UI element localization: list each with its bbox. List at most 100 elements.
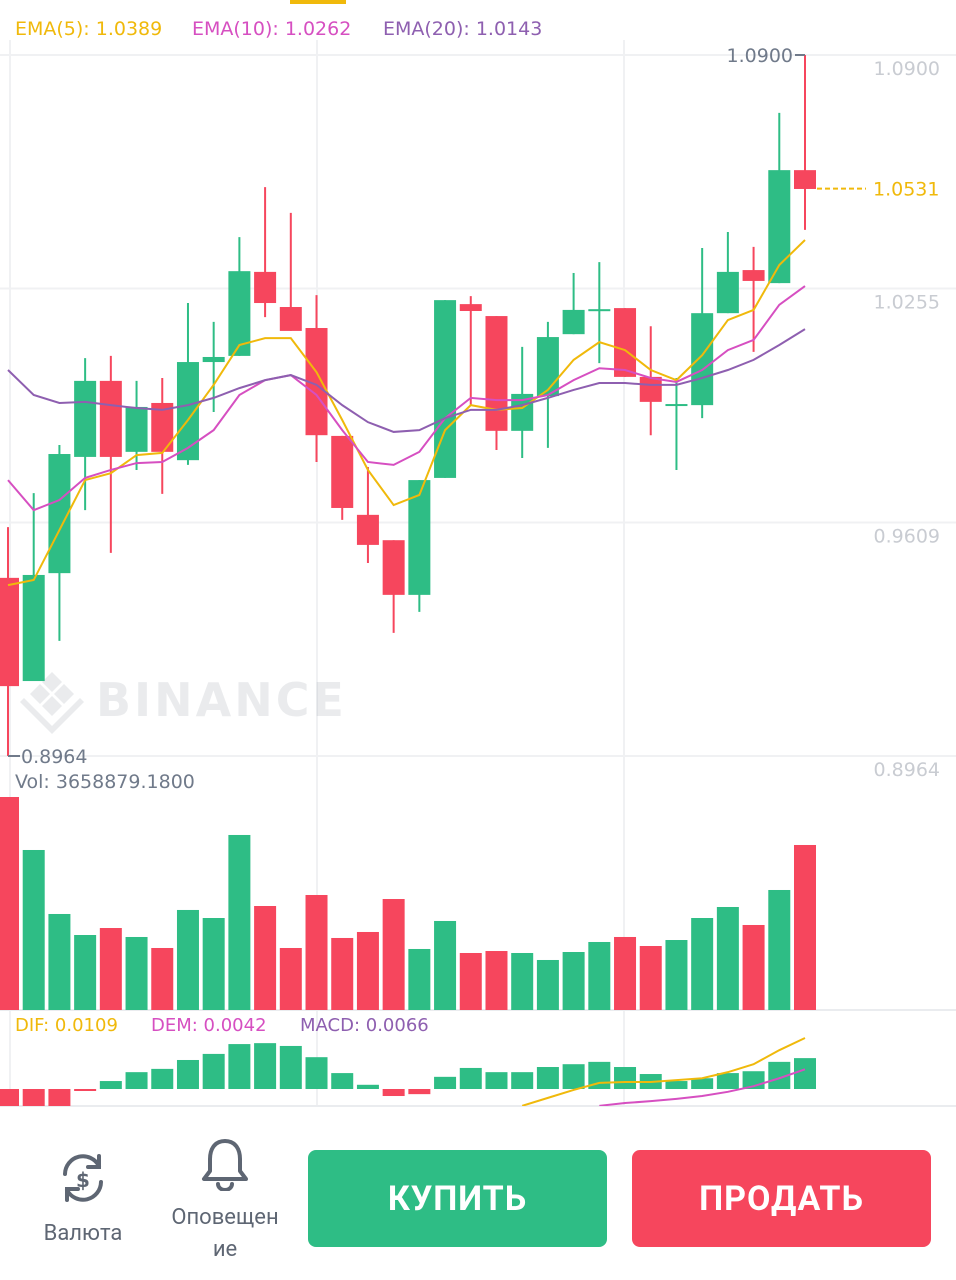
macd-bar bbox=[485, 1072, 508, 1089]
watermark-text: BINANCE bbox=[96, 673, 347, 727]
macd-bar bbox=[305, 1057, 328, 1089]
volume-bar bbox=[202, 917, 225, 1010]
bell-icon[interactable] bbox=[198, 1135, 252, 1191]
candle-body bbox=[691, 313, 714, 406]
y-tick-label: 1.0255 bbox=[874, 292, 940, 314]
candle-body bbox=[48, 454, 71, 574]
volume-bar bbox=[99, 928, 122, 1010]
low-label: 0.8964 bbox=[21, 746, 87, 768]
macd-bar bbox=[408, 1089, 431, 1095]
candle-body bbox=[614, 308, 637, 377]
candle-body bbox=[0, 577, 19, 687]
candle-body bbox=[305, 328, 328, 436]
sell-button[interactable]: ПРОДАТЬ bbox=[632, 1150, 931, 1247]
svg-text:$: $ bbox=[76, 1168, 90, 1192]
macd-line bbox=[521, 1037, 806, 1106]
macd-legend: MACD: 0.0066 bbox=[300, 1015, 429, 1036]
candle-body bbox=[536, 337, 559, 397]
macd-bar bbox=[356, 1084, 379, 1089]
candle-body bbox=[176, 362, 199, 461]
ema-line bbox=[7, 285, 806, 512]
candle-body bbox=[562, 309, 585, 335]
macd-bar bbox=[562, 1064, 585, 1089]
volume-bar bbox=[176, 909, 199, 1010]
volume-bar bbox=[716, 906, 739, 1010]
volume-bar bbox=[742, 924, 765, 1010]
volume-bar bbox=[74, 935, 97, 1010]
currency-icon[interactable]: $ bbox=[55, 1150, 111, 1206]
volume-bar bbox=[151, 947, 174, 1010]
candle-body bbox=[665, 404, 688, 407]
candle-body bbox=[228, 271, 251, 356]
candle-body bbox=[151, 402, 174, 452]
candle-body bbox=[22, 574, 45, 682]
macd-bar bbox=[151, 1068, 174, 1089]
macd-bar bbox=[125, 1072, 148, 1089]
candle-body bbox=[768, 170, 791, 284]
candle-body bbox=[408, 480, 431, 595]
volume-bar bbox=[485, 951, 508, 1010]
volume-bar bbox=[434, 920, 457, 1010]
legend-entry: EMA(5): 1.0389 bbox=[15, 18, 162, 40]
candle-body bbox=[639, 376, 662, 402]
candle-body bbox=[125, 406, 148, 452]
candle-body bbox=[588, 309, 611, 312]
volume-bar bbox=[768, 889, 791, 1010]
nav-alerts[interactable]: Оповещение bbox=[171, 1205, 279, 1262]
candle-body bbox=[382, 540, 405, 595]
volume-bar bbox=[691, 917, 714, 1010]
macd-bar bbox=[279, 1045, 302, 1089]
y-tick-label: 0.8964 bbox=[874, 759, 940, 781]
macd-bar bbox=[536, 1067, 559, 1089]
chart: BINANCE 1.0900 1.0255 0.9609 0.8964 EMA(5): … bbox=[0, 0, 956, 1107]
candle-body bbox=[459, 304, 482, 311]
candle-body bbox=[74, 380, 97, 457]
macd-bar bbox=[48, 1089, 71, 1106]
volume-bar bbox=[305, 894, 328, 1010]
macd-bar bbox=[254, 1043, 277, 1089]
volume-bar bbox=[588, 941, 611, 1010]
ema-line bbox=[7, 328, 806, 433]
volume-bar bbox=[382, 899, 405, 1010]
buy-button[interactable]: КУПИТЬ bbox=[308, 1150, 607, 1247]
macd-bar bbox=[794, 1058, 816, 1089]
volume-bar bbox=[331, 937, 354, 1010]
macd-legend: DIF: 0.0109 bbox=[15, 1015, 118, 1036]
candle-body bbox=[794, 170, 816, 189]
candle-body bbox=[742, 270, 765, 281]
macd-bar bbox=[459, 1067, 482, 1089]
macd-bar bbox=[511, 1072, 534, 1089]
macd-line bbox=[599, 1068, 806, 1106]
tab-indicator bbox=[290, 0, 346, 4]
candle-body bbox=[99, 380, 122, 457]
volume-label: Vol: 3658879.1800 bbox=[15, 771, 195, 793]
volume-bar bbox=[279, 947, 302, 1010]
volume-bar bbox=[639, 946, 662, 1010]
macd-bar bbox=[228, 1044, 251, 1089]
candle-body bbox=[254, 271, 277, 304]
legend-entry: EMA(10): 1.0262 bbox=[192, 18, 351, 40]
volume-bar bbox=[408, 948, 431, 1010]
candle-body bbox=[331, 435, 354, 508]
nav-currency[interactable]: Валюта bbox=[43, 1221, 123, 1246]
macd-bar bbox=[202, 1053, 225, 1089]
last-price-label: 1.0531 bbox=[873, 179, 939, 201]
candle-body bbox=[356, 514, 379, 545]
macd-bar bbox=[614, 1067, 637, 1089]
watermark: BINANCE bbox=[20, 672, 347, 734]
volume-bar bbox=[254, 906, 277, 1010]
volume-bar bbox=[459, 952, 482, 1010]
volume-bar bbox=[511, 952, 534, 1010]
candle-body bbox=[279, 307, 302, 331]
volume-bar bbox=[536, 959, 559, 1010]
volume-bar bbox=[125, 936, 148, 1010]
macd-bar bbox=[22, 1089, 45, 1106]
volume-bar bbox=[228, 834, 251, 1010]
volume-bar bbox=[665, 940, 688, 1010]
macd-bar bbox=[382, 1089, 405, 1097]
macd-bar bbox=[99, 1081, 122, 1089]
high-label: 1.0900 bbox=[727, 45, 793, 67]
candle-body bbox=[716, 271, 739, 314]
legend-entry: EMA(20): 1.0143 bbox=[383, 18, 542, 40]
